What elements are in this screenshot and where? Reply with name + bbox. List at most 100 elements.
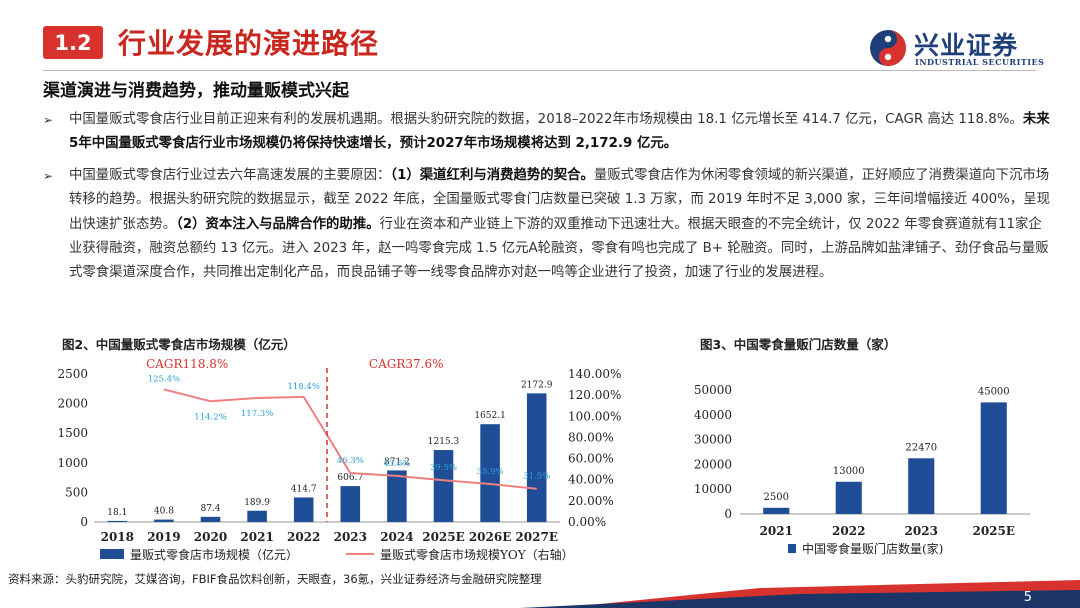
figure-3-chart: 0 10000 20000 30000 40000 50000 2500 2021 13000 2… xyxy=(694,383,1030,556)
x-tick-label: 2022 xyxy=(287,530,320,544)
x-tick-label: 2025E xyxy=(422,530,465,544)
y2-tick-label: 100.00% xyxy=(568,409,621,423)
bar xyxy=(480,424,500,522)
paragraph-2-text-1: 中国量贩式零食店行业过去六年高速发展的主要原因： xyxy=(69,168,391,183)
yoy-value-label: 117.3% xyxy=(241,409,273,419)
bar xyxy=(293,497,314,522)
logo-mark-icon xyxy=(870,30,906,66)
bar xyxy=(763,507,790,514)
yoy-value-label: 46.3% xyxy=(337,456,364,466)
bar-value-label: 22470 xyxy=(905,442,937,453)
yoy-line xyxy=(163,388,537,490)
bar-value-label: 13000 xyxy=(833,466,865,477)
bar xyxy=(387,470,407,522)
yoy-value-label: 118.4% xyxy=(287,382,319,392)
legend-swatch xyxy=(788,544,796,553)
bar-value-label: 1215.3 xyxy=(428,437,460,447)
x-tick-label: 2023 xyxy=(905,524,938,538)
arrow-bullet-icon: ➢ xyxy=(43,113,54,127)
bar xyxy=(200,516,221,522)
y-tick-label: 10000 xyxy=(694,482,732,496)
x-tick-label: 2026E xyxy=(469,530,512,544)
y-tick-label: 50000 xyxy=(694,383,732,397)
paragraph-2-text-3: 行业在资本和产业链上下游的双重推动下迅速壮大。根据天眼查的不完全统计，仅 202… xyxy=(69,216,1049,281)
company-logo: 兴业证券 INDUSTRIAL SECURITIES xyxy=(868,26,1058,72)
y-tick-label: 1000 xyxy=(57,456,88,470)
yoy-value-label: 43.6% xyxy=(383,459,410,469)
y-tick-label: 2500 xyxy=(57,367,88,381)
y-tick-label: 2000 xyxy=(57,397,88,411)
x-tick-label: 2027E xyxy=(515,530,558,544)
bar xyxy=(980,402,1007,514)
bar xyxy=(107,520,128,522)
source-note: 资料来源：头豹研究院，艾媒咨询，FBIF食品饮料创新，天眼查，36氪，兴业证券经… xyxy=(8,572,542,586)
paragraph-2-text-2: 量贩式零食店作为休闲零食领域的新兴渠道，正好顺应了消费渠道向下沉市场转移的趋势。… xyxy=(69,168,1051,232)
legend-label: 中国零食量贩门店数量(家) xyxy=(802,541,943,556)
x-tick-label: 2020 xyxy=(194,530,227,544)
y2-tick-label: 0.00% xyxy=(568,515,606,529)
page-number: 5 xyxy=(1023,590,1032,605)
y2-tick-label: 40.00% xyxy=(568,473,614,487)
x-tick-label: 2024 xyxy=(380,530,413,544)
arrow-bullet-icon: ➢ xyxy=(43,169,54,183)
paragraph-2-bold-1: （1）渠道红利与消费趋势的契合。 xyxy=(390,168,594,183)
bar xyxy=(340,486,361,522)
y-tick-label: 0 xyxy=(80,515,88,529)
paragraph-1-bold: 未来5年中国量贩式零食店行业市场规模仍将保持快速增长，预计2027年市场规模将达… xyxy=(69,112,1050,152)
bar xyxy=(433,450,454,522)
logo-chinese-name: 兴业证券 xyxy=(914,31,1019,60)
bar xyxy=(908,458,935,514)
bar xyxy=(835,481,862,514)
bar-value-label: 189.9 xyxy=(244,498,270,508)
bar-value-label: 414.7 xyxy=(291,484,317,494)
y-tick-label: 0 xyxy=(724,507,732,521)
footer-band xyxy=(520,580,1080,608)
y-tick-label: 40000 xyxy=(694,408,732,422)
yoy-value-label: 35.9% xyxy=(477,467,504,477)
bar-value-label: 40.8 xyxy=(154,507,174,517)
yoy-value-label: 114.2% xyxy=(194,412,226,422)
legend-bar-swatch xyxy=(100,549,124,559)
bar-value-label: 606.7 xyxy=(337,473,363,483)
bar-value-label: 87.4 xyxy=(200,504,220,514)
bar xyxy=(154,519,174,522)
yoy-value-label: 39.5% xyxy=(430,463,457,473)
y-tick-label: 500 xyxy=(65,485,88,499)
x-tick-label: 2021 xyxy=(240,530,273,544)
section-number-badge: 1.2 xyxy=(43,26,103,59)
bar-value-label: 2500 xyxy=(764,492,789,503)
y2-tick-label: 120.00% xyxy=(568,388,621,402)
y-tick-label: 30000 xyxy=(694,433,732,447)
yoy-value-label: 31.5% xyxy=(523,472,550,482)
bar-value-label: 45000 xyxy=(978,386,1010,397)
x-tick-label: 2018 xyxy=(101,530,134,544)
legend-bar-label: 量贩式零食店市场规模（亿元） xyxy=(130,547,298,562)
bullet-paragraph-2: ➢ 中国量贩式零食店行业过去六年高速发展的主要原因：（1）渠道红利与消费趋势的契… xyxy=(43,164,1055,285)
page-title: 行业发展的演进路径 xyxy=(118,27,380,60)
bar-value-label: 871.2 xyxy=(384,457,410,467)
x-tick-label: 2025E xyxy=(972,524,1015,538)
y2-tick-label: 140.00% xyxy=(568,367,621,381)
y2-tick-label: 80.00% xyxy=(568,430,614,444)
bar xyxy=(526,393,547,522)
x-tick-label: 2022 xyxy=(832,524,865,538)
x-tick-label: 2021 xyxy=(760,524,793,538)
cagr-annotation-2: CAGR37.6% xyxy=(369,357,444,371)
x-tick-label: 2023 xyxy=(334,530,367,544)
y-tick-label: 20000 xyxy=(694,457,732,471)
yoy-value-label: 125.4% xyxy=(148,374,180,384)
cagr-annotation-1: CAGR118.8% xyxy=(146,357,228,371)
figure-2-title: 图2、中国量贩式零食店市场规模（亿元） xyxy=(62,337,296,352)
paragraph-2-bold-2: （2）资本注入与品牌合作的助推。 xyxy=(176,216,380,232)
bar xyxy=(247,510,267,522)
bar-value-label: 2172.9 xyxy=(521,380,553,390)
y2-tick-label: 60.00% xyxy=(568,452,614,466)
bar-value-label: 1652.1 xyxy=(474,411,506,421)
figure-2-chart: 0 500 1000 1500 2000 2500 0.00% 20.00% 40.00% 60.… xyxy=(57,357,621,562)
bullet-paragraph-1: ➢ 中国量贩式零食店行业目前正迎来有利的发展机遇期。根据头豹研究院的数据，201… xyxy=(43,108,1055,157)
y-tick-label: 1500 xyxy=(57,426,88,440)
legend-line-label: 量贩式零食店市场规模YOY（右轴） xyxy=(380,547,574,562)
figure-3-title: 图3、中国零食量贩门店数量（家） xyxy=(700,337,897,352)
section-subtitle: 渠道演进与消费趋势，推动量贩模式兴起 xyxy=(43,81,349,101)
y2-tick-label: 20.00% xyxy=(568,494,614,508)
